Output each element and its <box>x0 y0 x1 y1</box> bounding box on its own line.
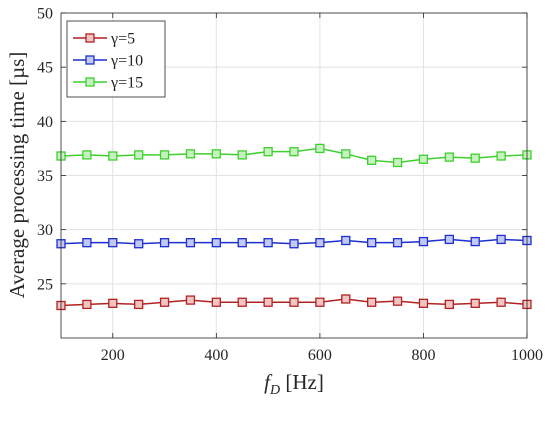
data-point <box>134 299 144 310</box>
data-point <box>185 295 196 305</box>
data-point <box>211 238 221 248</box>
data-point <box>496 151 506 161</box>
series-γ=5 <box>56 294 532 311</box>
data-point <box>108 151 118 161</box>
data-point <box>211 297 221 307</box>
data-point <box>134 239 144 249</box>
data-point <box>82 299 92 310</box>
x-axis-label-unit: [Hz] <box>280 370 324 394</box>
data-point <box>237 150 247 160</box>
legend-marker <box>85 55 95 65</box>
data-point <box>418 298 429 308</box>
y-tick-label: 50 <box>37 6 53 23</box>
y-tick-label: 25 <box>37 276 53 293</box>
data-point <box>367 155 377 165</box>
data-point <box>108 298 118 308</box>
data-point <box>444 152 454 162</box>
data-point <box>237 238 247 248</box>
data-point <box>159 238 170 248</box>
data-point <box>418 236 429 247</box>
data-point <box>82 150 92 160</box>
data-point <box>367 297 377 307</box>
x-axis-label: fD [Hz] <box>264 370 324 398</box>
data-point <box>392 238 403 248</box>
y-axis-label: Average processing time [µs] <box>5 52 29 299</box>
data-point <box>470 298 480 308</box>
data-point <box>367 238 377 248</box>
x-tick-label: 800 <box>411 347 435 364</box>
data-point <box>392 157 403 168</box>
data-point <box>315 238 325 248</box>
data-point <box>418 154 429 164</box>
data-point <box>341 294 351 304</box>
legend: γ=5 γ=10 γ=15 <box>66 20 166 98</box>
data-point <box>289 147 299 157</box>
legend-box <box>66 20 166 98</box>
legend-marker <box>85 33 95 43</box>
legend-entry: γ=15 <box>73 75 143 92</box>
data-point <box>134 150 144 160</box>
data-point <box>341 149 351 159</box>
legend-label: γ=15 <box>110 75 143 92</box>
data-point <box>341 235 351 246</box>
x-axis-label-subscript: D <box>269 383 280 398</box>
legend-marker <box>85 77 95 87</box>
data-point <box>263 297 273 307</box>
y-tick-label: 30 <box>37 222 53 239</box>
data-point <box>392 296 403 306</box>
x-tick-label: 400 <box>204 347 228 364</box>
data-point <box>263 238 273 248</box>
data-point <box>289 297 299 307</box>
x-tick-label: 600 <box>308 347 332 364</box>
legend-label: γ=10 <box>110 53 143 70</box>
y-tick-label: 40 <box>37 114 53 131</box>
tick-labels: 200 400 600 800 1000 25 30 35 40 45 50 <box>37 6 543 365</box>
data-point <box>185 238 196 248</box>
data-point <box>444 234 454 245</box>
data-point <box>496 297 506 307</box>
ticks <box>61 12 528 338</box>
y-tick-label: 45 <box>37 60 53 77</box>
data-point <box>470 153 480 163</box>
data-point <box>444 299 454 310</box>
data-point <box>496 234 506 245</box>
series-γ=15 <box>56 143 532 168</box>
x-axis-label-main: f <box>264 370 273 394</box>
data-point <box>211 149 221 159</box>
data-point <box>185 149 196 159</box>
data-point <box>263 147 273 157</box>
data-point <box>315 297 325 307</box>
data-point <box>82 238 92 248</box>
data-point <box>470 236 480 247</box>
legend-entry: γ=10 <box>73 53 143 70</box>
x-tick-label: 1000 <box>511 347 543 364</box>
x-tick-label: 200 <box>101 347 125 364</box>
data-point <box>237 297 247 307</box>
data-point <box>108 238 118 248</box>
legend-label: γ=5 <box>110 31 135 48</box>
legend-entry: γ=5 <box>73 31 135 48</box>
series-layer <box>56 143 532 311</box>
data-point <box>159 150 170 160</box>
data-point <box>289 239 299 249</box>
data-point <box>315 143 325 154</box>
data-point <box>159 297 170 307</box>
y-tick-label: 35 <box>37 168 53 185</box>
